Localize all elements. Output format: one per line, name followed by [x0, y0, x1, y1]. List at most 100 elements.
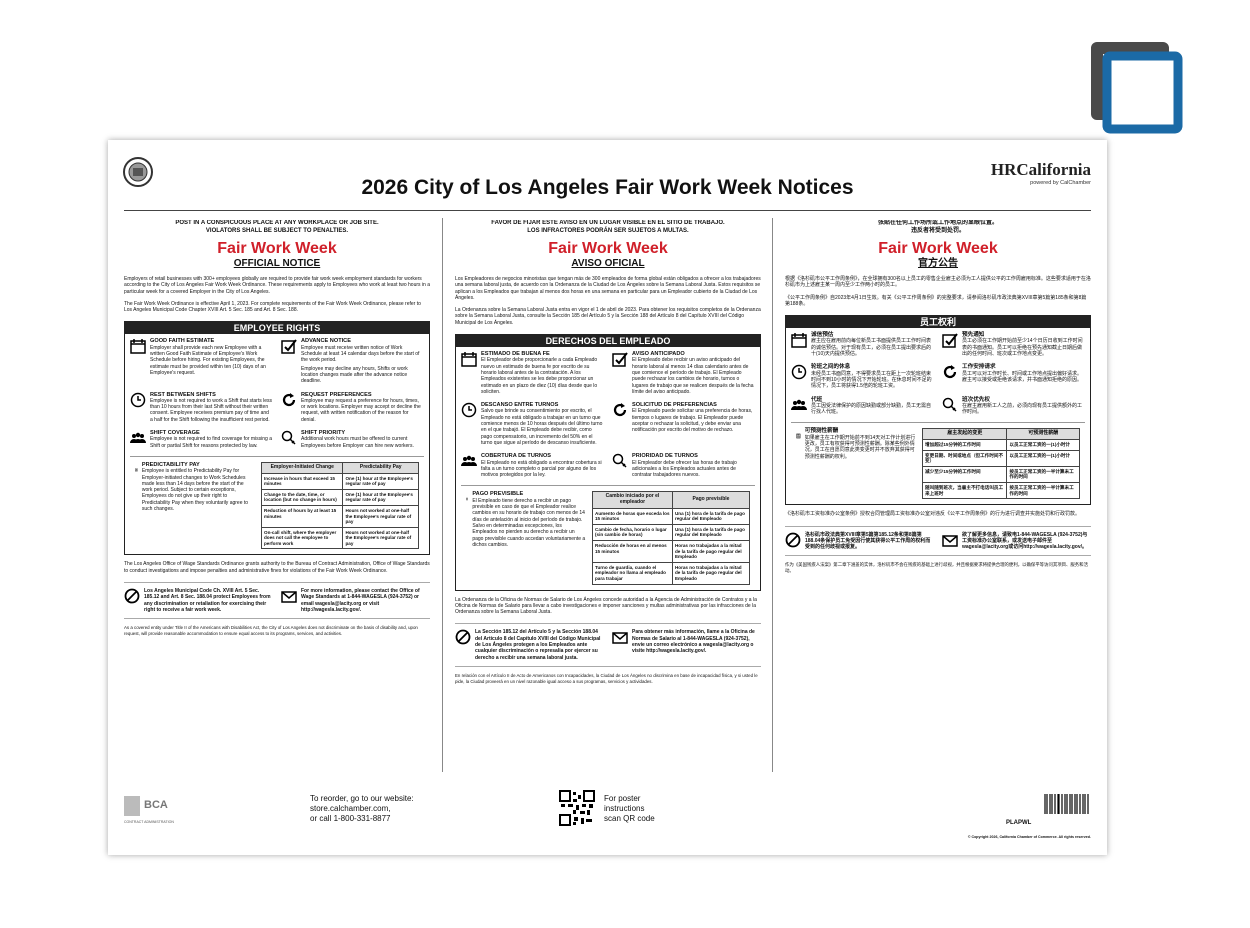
right-body: 班次优先权 在雇主雇用新工人之前，必须向现有员工提供额外的工作时间。 [962, 397, 1085, 418]
right-title: SHIFT COVERAGE [150, 430, 200, 437]
note: Para obtener más información, llame a la… [612, 629, 761, 660]
table-cell: One (1) hour at the Employee's regular r… [342, 488, 419, 506]
right-body: SHIFT COVERAGE Employee is not required t… [150, 430, 273, 451]
note-icon [612, 632, 628, 645]
table-cell: 随叫随到班次，当雇主不打电话叫员工来上班时 [921, 482, 1008, 500]
note-icon [124, 588, 140, 604]
icon-back [1091, 42, 1169, 120]
table-cell: Turno de guardia, cuando el empleador no… [592, 561, 673, 585]
authority-text: The Los Angeles Office of Wage Standards… [124, 561, 430, 574]
column: 张贴在任何工作场所或工作地点的显眼位置。 违反者将受到处罚。 Fair Work W… [785, 220, 1091, 772]
table-cell: Una (1) hora de la tarifa de pago regula… [671, 507, 751, 525]
pay-section: PREDICTABILITY PAY Employee is entitled t… [130, 455, 424, 555]
table-cell: Change to the date, time, or location (b… [260, 488, 344, 506]
right-item: AVISO ANTICIPADO El Empleado debe recibir… [612, 351, 755, 397]
right-item: REQUEST PREFERENCES Employee may request … [281, 392, 424, 425]
pay-left: PREDICTABILITY PAY Employee is entitled t… [135, 462, 255, 550]
barcode [1044, 794, 1089, 814]
copyright: © Copyright 2026, California Chamber of … [967, 835, 1091, 839]
table-cell: 按员工正常工资的一半计算未工作的时间 [1006, 482, 1080, 500]
table-row: Turno de guardia, cuando el empleador no… [592, 561, 751, 585]
right-title: SHIFT PRIORITY [301, 430, 346, 437]
pay-left: PAGO PREVISIBLE El Empleado tiene derecho… [466, 491, 586, 584]
right-icon [791, 333, 807, 348]
right-body: AVISO ANTICIPADO El Empleado debe recibir… [632, 351, 755, 397]
right-body: 工作安排请求 员工可以对工作时长、时间或工作地点提出偏好请求。雇主可以接受或拒绝该… [962, 364, 1085, 391]
table-row: Reducción de horas en al menos 15 minuto… [592, 539, 751, 563]
qr-code [559, 790, 595, 826]
pay-section: PAGO PREVISIBLE El Empleado tiene derecho… [461, 485, 755, 589]
table-row: Increase in hours that exceed 15 minutes… [260, 472, 419, 490]
table-cell: One (1) hour at the Employee's regular r… [342, 472, 419, 490]
right-title: 预先通知 [962, 332, 985, 339]
pay-title: PREDICTABILITY PAY [141, 461, 200, 468]
right-title: SOLICITUD DE PREFERENCIAS [632, 402, 717, 409]
note: 洛杉矶市政法典第XVIII章第5篇第185.12条和第8篇第188.04条保护员… [785, 532, 934, 551]
right-text: 员工可以对工作时长、时间或工作地点提出偏好请求。雇主可以接受或拒绝该请求，并书面… [962, 370, 1083, 383]
table-row: 减少至少15分钟的工作时间 按员工正常工资的一半计算未工作的时间 [921, 465, 1080, 484]
right-icon [130, 392, 146, 407]
qr-line: For poster [604, 794, 641, 803]
right-item: 工作安排请求 员工可以对工作时长、时间或工作地点提出偏好请求。雇主可以接受或拒绝该… [942, 364, 1085, 391]
table-row: 随叫随到班次，当雇主不打电话叫员工来上班时 按员工正常工资的一半计算未工作的时间 [921, 482, 1080, 500]
right-item: 班次优先权 在雇主雇用新工人之前，必须向现有员工提供额外的工作时间。 [942, 397, 1085, 418]
right-icon [461, 352, 477, 367]
right-icon [130, 339, 146, 355]
table-cell: Increase in hours that exceed 15 minutes [260, 472, 344, 490]
right-body: 代班 员工因受法律保护的原因缺勤或部分缺勤，员工无需自行找人代班。 [811, 397, 934, 418]
disclaimer: En relación con el Artículo II de Acto d… [455, 672, 758, 684]
city-seal [123, 157, 153, 187]
table-cell: 以员工正常工资的一(1)小时计 [1006, 439, 1080, 451]
right-title: 工作安排请求 [962, 364, 996, 371]
right-title: 诚信预估 [811, 332, 834, 339]
right-icon [281, 430, 296, 445]
table-header-row: 雇主发起的变更 可预测性薪酬 [921, 428, 1080, 441]
pay-text: El Empleado tiene derecho a recibir un p… [472, 497, 586, 548]
right-icon [613, 403, 627, 417]
table-header-row: Cambio iniciado por el empleador Pago pre… [592, 491, 751, 509]
pay-title: PAGO PREVISIBLE [472, 491, 524, 498]
pay-icon [796, 434, 801, 439]
table-row: Cambio de fecha, horario o lugar (sin ca… [592, 523, 751, 541]
right-body: 轮班之间的休息 未经员工书面同意，不得要求员工在距上一次轮班结束时间不到10小时的… [811, 364, 934, 391]
brand-logo: HRCalifornia powered by CalChamber [991, 160, 1091, 186]
right-title: DESCANSO ENTRE TURNOS [481, 402, 559, 409]
table-cell: Horas no trabajadas a la mitad de la tar… [671, 561, 751, 585]
table-cell: Reduction of hours by at least 15 minute… [260, 504, 344, 528]
pay-table: 雇主发起的变更 可预测性薪酬 增加超过15分钟的工作时间 以员工正常工资的一(1)小时… [921, 428, 1080, 500]
pay-title: 可预测性薪酬 [804, 428, 839, 435]
right-title: ESTIMADO DE BUENA FE [481, 351, 550, 358]
right-title: ADVANCE NOTICE [301, 338, 351, 345]
right-item: REST BETWEEN SHIFTS Employee is not requi… [130, 392, 273, 425]
right-title: AVISO ANTICIPADO [632, 351, 685, 358]
right-title: 轮班之间的休息 [811, 364, 851, 371]
right-body: DESCANSO ENTRE TURNOS Salvo que brinde su… [481, 402, 604, 448]
table-header: Employer-Initiated Change [260, 461, 344, 474]
note: La Sección 185.12 del Artículo 5 y la Se… [455, 629, 604, 661]
rights-grid: 诚信预估 雇主应在雇用前向每位新员工书面提供员工工作时间表的诚信预估。对于现有员工… [786, 328, 1090, 422]
right-item: SOLICITUD DE PREFERENCIAS El Empleado pue… [612, 402, 755, 448]
table-cell: On-call shift, where the employer does n… [260, 526, 344, 550]
column-divider [442, 218, 443, 772]
intro-paragraph: 根据《洛杉矶市公平工作周条例》，在全球拥有300名以上员工的零售企业雇主必须为工… [785, 276, 1091, 289]
pay-text: 如果雇主在工作期开始前不到14天对工作计划进行更改，员工有权获得可预测性薪酬。除… [804, 434, 916, 460]
right-text: Employee is not required to find coverag… [150, 436, 273, 449]
right-text: Employee may request a preference for ho… [301, 397, 421, 423]
table-cell: 变更日期、时间或地点（但工作时间不变） [921, 449, 1008, 467]
note-text: Para obtener más información, llame a la… [632, 629, 755, 655]
right-body: ADVANCE NOTICE Employee must receive writ… [301, 338, 424, 386]
right-icon [461, 402, 477, 418]
right-text: El Empleado puede solicitar una preferen… [632, 408, 753, 434]
right-item: COBERTURA DE TURNOS El Empleado no está o… [461, 453, 604, 480]
right-icon [612, 352, 628, 367]
notes: La Sección 185.12 del Artículo 5 y la Se… [455, 623, 761, 667]
right-item: PRIORIDAD DE TURNOS El Empleador debe ofr… [612, 453, 755, 480]
column-divider [772, 218, 773, 772]
agency-caption: CONTRACT ADMINISTRATION [124, 820, 174, 824]
right-icon [281, 339, 297, 355]
table-row: Reduction of hours by at least 15 minute… [260, 504, 419, 528]
table-cell: 增加超过15分钟的工作时间 [921, 439, 1008, 451]
note-icon [942, 534, 958, 547]
rights-grid: ESTIMADO DE BUENA FE El Empleador debe pr… [456, 347, 760, 485]
